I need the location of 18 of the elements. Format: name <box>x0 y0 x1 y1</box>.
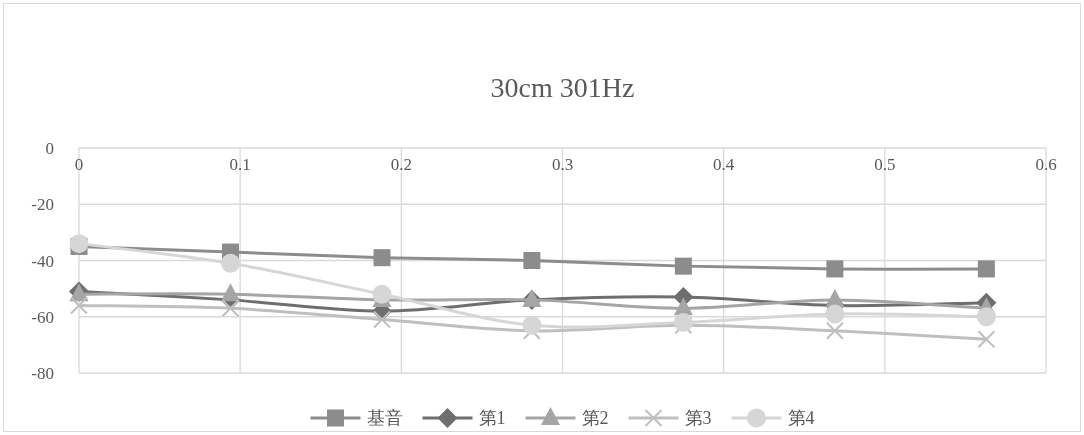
x-tick-label: 0.2 <box>390 155 412 174</box>
legend-label: 基音 <box>366 408 403 428</box>
y-tick-label: -60 <box>31 307 54 327</box>
legend-label: 第3 <box>684 408 712 428</box>
y-tick-label: -40 <box>31 251 54 271</box>
x-tick-label: 0.3 <box>551 155 574 174</box>
legend-label: 第1 <box>478 408 506 428</box>
legend-label: 第2 <box>581 408 609 428</box>
x-tick-label: 0.4 <box>713 155 735 174</box>
legend-label: 第4 <box>787 408 815 428</box>
x-tick-label: 0.6 <box>1035 155 1057 174</box>
y-tick-label: -20 <box>31 195 54 215</box>
y-tick-label: 0 <box>45 139 54 158</box>
x-tick-label: 0.5 <box>874 155 896 174</box>
x-tick-label: 0.1 <box>229 155 251 174</box>
y-tick-label: -80 <box>31 364 54 383</box>
x-tick-label: 0 <box>74 155 84 174</box>
chart-title: 30cm 301Hz <box>490 72 635 103</box>
